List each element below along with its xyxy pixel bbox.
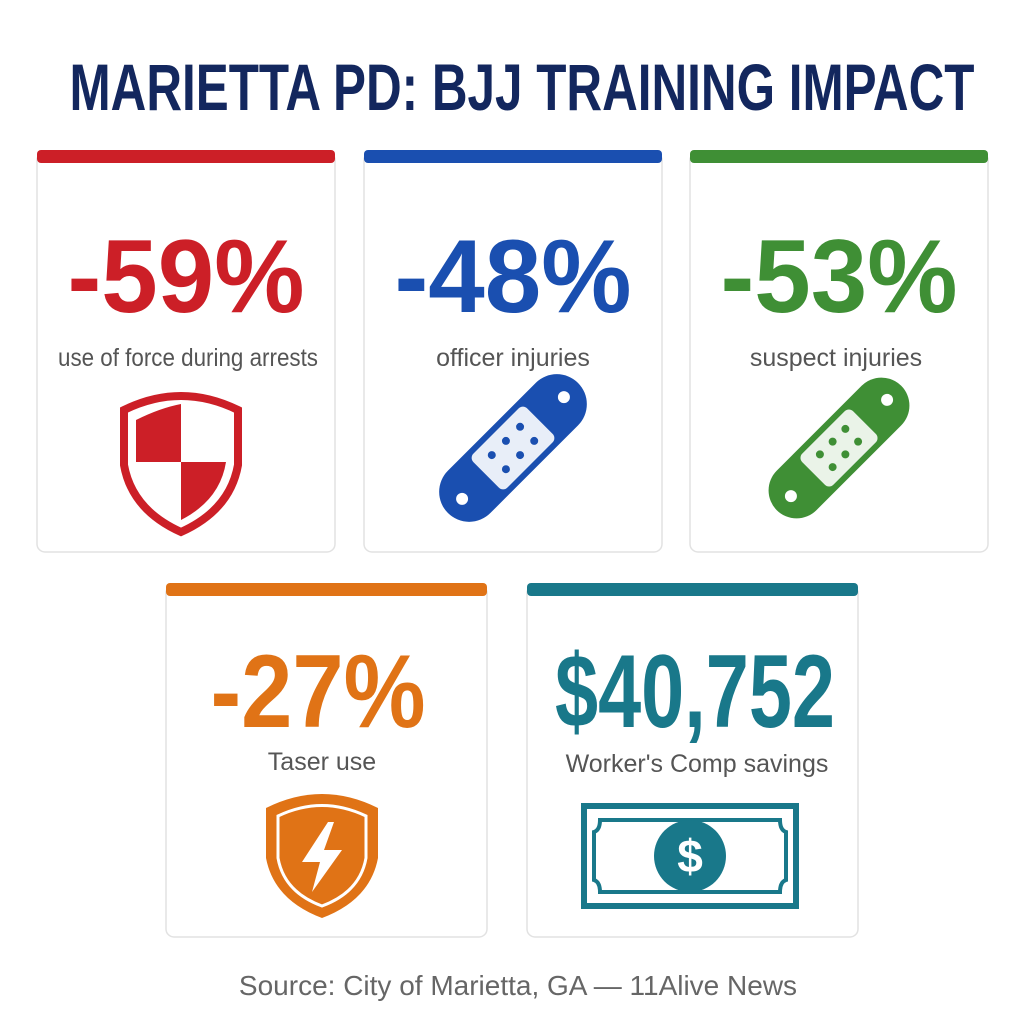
title: MARIETTA PD: BJJ TRAINING IMPACT (70, 50, 975, 124)
bandage-icon (768, 377, 910, 519)
stat-value: -53% (721, 219, 958, 335)
svg-text:$: $ (677, 830, 703, 882)
stat-value: $40,752 (555, 634, 835, 750)
stat-value: -59% (68, 219, 305, 335)
shield-icon (120, 392, 242, 537)
stat-label: Taser use (268, 748, 376, 776)
stat-label: use of force during arrests (58, 344, 318, 372)
stat-value: -27% (211, 634, 426, 750)
stat-label: suspect injuries (750, 344, 922, 372)
taser-shield-icon (266, 794, 378, 918)
source: Source: City of Marietta, GA — 11Alive N… (239, 970, 797, 1001)
stat-value: -48% (395, 219, 632, 335)
card: -59% use of force during arrests (36, 150, 336, 553)
stat-label: officer injuries (436, 344, 590, 372)
card: -48% officer injuries (363, 150, 663, 553)
money-icon: $ (581, 803, 799, 909)
bandage-icon (439, 374, 587, 522)
card: -27% Taser use (165, 583, 488, 938)
stat-label: Worker's Comp savings (566, 750, 829, 778)
card: $40,752 Worker's Comp savings $ (526, 583, 859, 938)
card: -53% suspect injuries (689, 150, 989, 553)
